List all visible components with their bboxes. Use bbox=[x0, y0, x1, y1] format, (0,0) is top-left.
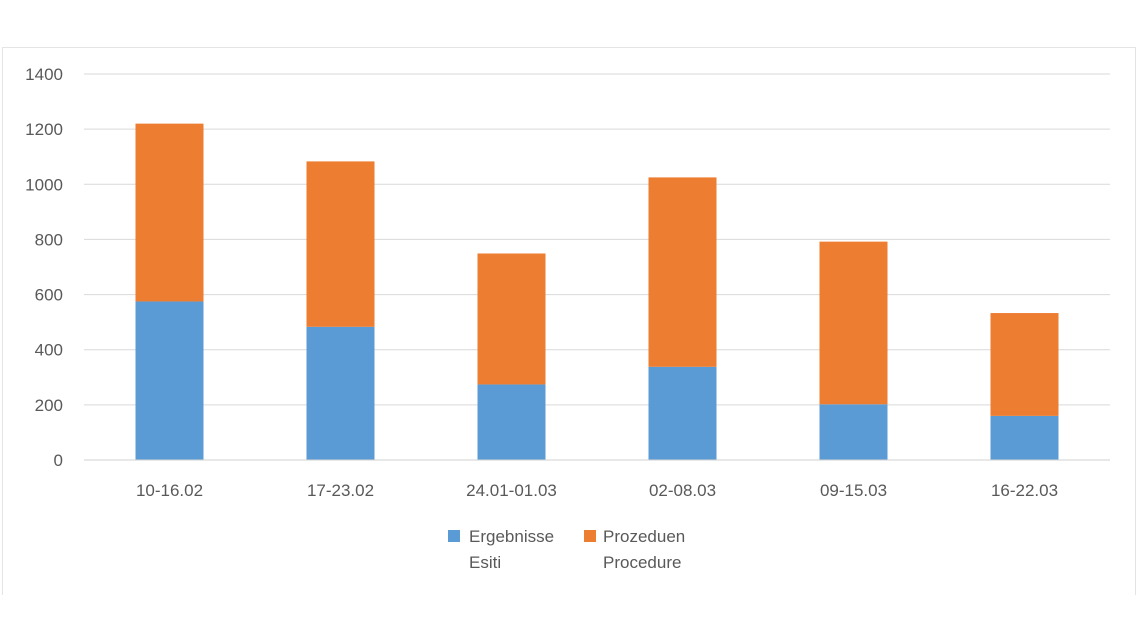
y-tick-label: 0 bbox=[54, 451, 63, 470]
bar-prozeduen-24.01-01.03 bbox=[477, 253, 546, 385]
bar-ergebnisse-16-22.03 bbox=[990, 415, 1059, 460]
x-tick-label: 02-08.03 bbox=[649, 481, 716, 500]
bar-prozeduen-09-15.03 bbox=[819, 241, 888, 405]
y-tick-label: 1000 bbox=[25, 175, 63, 194]
legend-swatch-ergebnisse bbox=[448, 530, 460, 542]
x-tick-label: 16-22.03 bbox=[991, 481, 1058, 500]
y-tick-label: 400 bbox=[35, 341, 63, 360]
bar-prozeduen-17-23.02 bbox=[306, 161, 375, 327]
x-tick-label: 24.01-01.03 bbox=[466, 481, 557, 500]
x-tick-label: 10-16.02 bbox=[136, 481, 203, 500]
y-tick-label: 600 bbox=[35, 286, 63, 305]
legend-label-ergebnisse-line2: Esiti bbox=[469, 553, 501, 572]
bar-ergebnisse-02-08.03 bbox=[648, 366, 717, 460]
y-tick-label: 200 bbox=[35, 396, 63, 415]
legend-label-prozeduen-line2: Procedure bbox=[603, 553, 681, 572]
bar-prozeduen-02-08.03 bbox=[648, 177, 717, 367]
y-axis-tick-labels: 0 200 400 600 800 1000 1200 1400 bbox=[25, 65, 63, 470]
y-tick-label: 1200 bbox=[25, 120, 63, 139]
legend-label-prozeduen-line1: Prozeduen bbox=[603, 527, 685, 546]
y-tick-label: 800 bbox=[35, 230, 63, 249]
x-tick-label: 17-23.02 bbox=[307, 481, 374, 500]
bars bbox=[84, 123, 1110, 461]
bar-prozeduen-16-22.03 bbox=[990, 313, 1059, 416]
legend: Ergebnisse Esiti Prozeduen Procedure bbox=[448, 527, 685, 572]
y-tick-label: 1400 bbox=[25, 65, 63, 84]
bar-prozeduen-10-16.02 bbox=[135, 123, 204, 302]
bar-ergebnisse-09-15.03 bbox=[819, 404, 888, 460]
gridlines bbox=[84, 73, 1110, 461]
x-tick-label: 09-15.03 bbox=[820, 481, 887, 500]
x-axis-tick-labels: 10-16.02 17-23.02 24.01-01.03 02-08.03 09-15… bbox=[136, 481, 1058, 500]
bar-ergebnisse-24.01-01.03 bbox=[477, 384, 546, 460]
legend-swatch-prozeduen bbox=[584, 530, 596, 542]
legend-label-ergebnisse-line1: Ergebnisse bbox=[469, 527, 554, 546]
bar-ergebnisse-10-16.02 bbox=[135, 301, 204, 460]
bar-ergebnisse-17-23.02 bbox=[306, 326, 375, 460]
